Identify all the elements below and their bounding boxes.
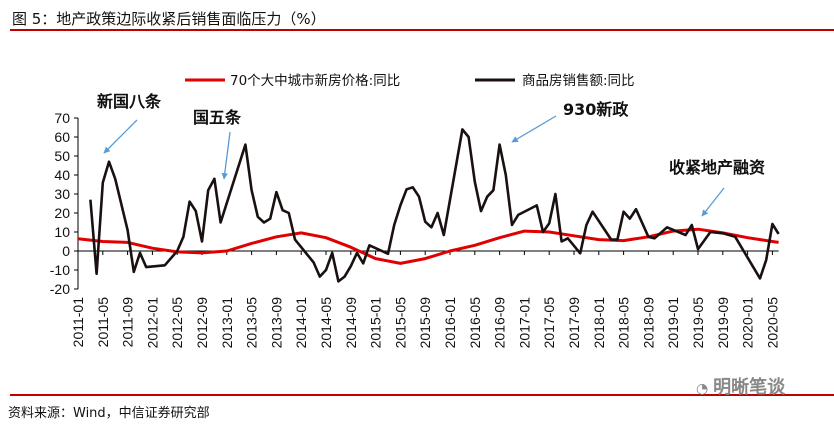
annotation-label: 930新政 (563, 100, 629, 119)
x-tick-label: 2018-05 (616, 297, 632, 349)
x-tick-label: 2015-09 (417, 297, 433, 349)
y-tick-label: 40 (54, 167, 70, 183)
y-tick-label: 70 (54, 110, 70, 126)
x-tick-label: 2019-09 (715, 297, 731, 349)
watermark-text: 明晰笔谈 (713, 377, 786, 398)
x-tick-label: 2013-01 (219, 297, 235, 349)
annotation-arrow (701, 187, 725, 217)
x-tick-label: 2012-05 (169, 297, 185, 349)
x-tick-label: 2018-09 (640, 297, 656, 349)
y-tick-label: 0 (62, 243, 70, 259)
x-tick-label: 2020-05 (764, 297, 780, 349)
y-tick-label: -10 (50, 262, 70, 278)
annotation-arrow (221, 131, 231, 180)
y-tick-label: 10 (54, 224, 70, 240)
watermark: ◔ 明晰笔谈 (696, 373, 785, 399)
annotation-arrow (511, 115, 557, 143)
x-tick-label: 2011-01 (70, 297, 86, 348)
x-tick-label: 2016-05 (467, 297, 483, 349)
x-tick-label: 2014-05 (318, 297, 334, 349)
x-tick-label: 2012-09 (194, 297, 210, 349)
source-note: 资料来源：Wind，中信证券研究部 (8, 406, 210, 421)
legend-label-price: 70个大中城市新房价格:同比 (230, 72, 400, 89)
x-tick-label: 2016-01 (442, 297, 458, 349)
annotation-label: 收紧地产融资 (669, 158, 765, 177)
x-tick-label: 2016-09 (492, 297, 508, 349)
x-tick-label: 2013-09 (268, 297, 284, 349)
figure-title: 图 5：地产政策边际收紧后销售面临压力（%） (12, 10, 326, 28)
y-tick-label: 50 (54, 148, 70, 164)
x-tick-label: 2017-01 (516, 297, 532, 349)
y-tick-label: -20 (50, 281, 70, 297)
x-tick-label: 2019-01 (665, 297, 681, 349)
x-tick-label: 2018-01 (591, 297, 607, 349)
annotation-label: 国五条 (193, 108, 242, 127)
x-tick-label: 2011-05 (95, 297, 111, 348)
x-tick-label: 2011-09 (120, 297, 136, 348)
footer-divider (10, 394, 834, 396)
x-tick-label: 2014-09 (343, 297, 359, 349)
x-tick-label: 2014-01 (293, 297, 309, 349)
y-tick-label: 60 (54, 129, 70, 145)
title-divider (10, 29, 834, 31)
annotation-label: 新国八条 (97, 92, 162, 111)
x-tick-label: 2012-01 (144, 297, 160, 349)
x-tick-label: 2015-01 (368, 297, 384, 349)
x-tick-label: 2015-05 (392, 297, 408, 349)
series-line-2 (89, 128, 780, 283)
wechat-icon: ◔ (696, 381, 714, 397)
y-tick-label: 20 (54, 205, 70, 221)
x-tick-label: 2017-05 (541, 297, 557, 349)
annotation-arrow (103, 119, 138, 154)
x-tick-label: 2013-05 (244, 297, 260, 349)
x-tick-label: 2019-05 (690, 297, 706, 349)
x-tick-label: 2020-01 (740, 297, 756, 349)
x-tick-label: 2017-09 (566, 297, 582, 349)
y-tick-label: 30 (54, 186, 70, 202)
legend-label-sales: 商品房销售额:同比 (522, 73, 635, 89)
